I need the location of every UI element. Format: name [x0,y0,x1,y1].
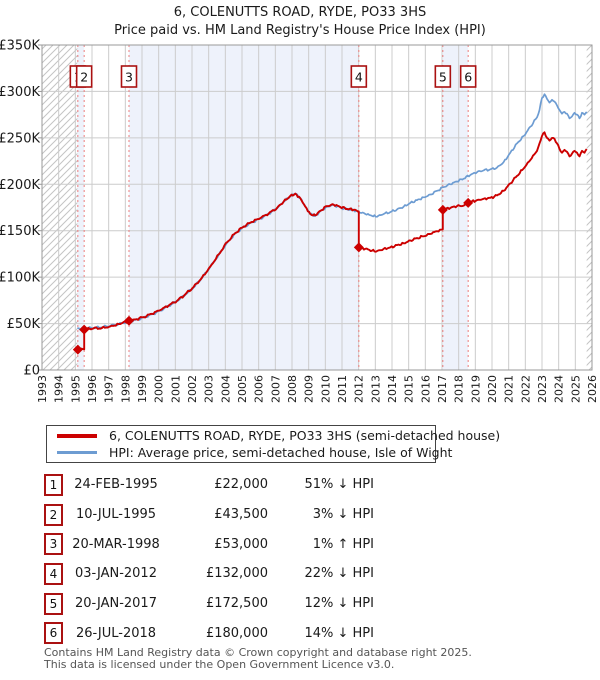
sale-price: £22,000 [214,477,268,493]
sale-number-badge: 2 [44,503,63,526]
svg-text:2008: 2008 [286,375,299,403]
svg-text:3: 3 [125,70,133,85]
svg-text:2015: 2015 [403,375,416,403]
svg-text:2011: 2011 [336,375,349,403]
svg-text:£50K: £50K [7,317,41,332]
sale-hpi-delta: 1% ↑ HPI [312,536,374,552]
property-line-swatch [57,433,97,438]
svg-text:2025: 2025 [569,375,582,403]
sale-date: 26-JUL-2018 [75,625,157,641]
footer-line: Contains HM Land Registry data © Crown c… [44,646,472,659]
svg-text:2026: 2026 [586,375,599,403]
table-row: 5 20-JAN-2017 £172,500 12% ↓ HPI [44,589,384,619]
svg-text:£250K: £250K [0,131,40,146]
sale-date: 24-FEB-1995 [74,477,158,493]
legend-label: HPI: Average price, semi-detached house,… [109,445,453,460]
svg-text:4: 4 [355,70,363,85]
chart-subtitle: Price paid vs. HM Land Registry's House … [114,23,486,38]
table-row: 1 24-FEB-1995 £22,000 51% ↓ HPI [44,470,384,500]
chart-legend: 6, COLENUTTS ROAD, RYDE, PO33 3HS (semi-… [46,425,500,463]
chart-title: 6, COLENUTTS ROAD, RYDE, PO33 3HS [173,5,427,20]
svg-text:2017: 2017 [436,375,449,403]
svg-text:2010: 2010 [319,375,332,403]
sale-number-badge: 5 [44,592,63,615]
svg-text:2007: 2007 [269,375,282,403]
svg-text:£150K: £150K [0,224,40,239]
svg-text:2020: 2020 [486,375,499,403]
svg-text:£350K: £350K [0,39,40,54]
sale-price: £43,500 [214,507,268,523]
svg-text:£300K: £300K [0,85,40,100]
svg-text:£100K: £100K [0,271,40,286]
sale-price: £132,000 [205,566,268,582]
svg-text:2001: 2001 [169,375,182,403]
svg-text:1995: 1995 [69,375,82,403]
svg-text:2024: 2024 [553,375,566,403]
svg-text:5: 5 [439,70,447,85]
svg-text:1997: 1997 [103,375,116,403]
table-row: 2 10-JUL-1995 £43,500 3% ↓ HPI [44,500,384,530]
sale-number-badge: 4 [44,562,63,585]
sale-number-badge: 3 [44,533,63,556]
svg-text:2013: 2013 [369,375,382,403]
svg-text:2016: 2016 [419,375,432,403]
legend-label: 6, COLENUTTS ROAD, RYDE, PO33 3HS (semi-… [109,428,501,443]
sale-hpi-delta: 51% ↓ HPI [304,477,374,493]
svg-text:2006: 2006 [253,375,266,403]
sale-price: £53,000 [214,536,268,552]
svg-text:2009: 2009 [303,375,316,403]
svg-text:2021: 2021 [503,375,516,403]
sale-hpi-delta: 12% ↓ HPI [304,596,374,612]
table-row: 3 20-MAR-1998 £53,000 1% ↑ HPI [44,529,384,559]
legend-item-hpi: HPI: Average price, semi-detached house,… [47,444,452,461]
svg-text:£200K: £200K [0,178,40,193]
svg-text:1994: 1994 [53,375,66,403]
svg-text:2014: 2014 [386,375,399,403]
sale-date: 20-MAR-1998 [72,536,160,552]
sale-number-badge: 1 [44,473,63,496]
sale-number-badge: 6 [44,622,63,645]
svg-text:2004: 2004 [219,375,232,403]
hpi-line-swatch [57,451,97,454]
svg-text:2002: 2002 [186,375,199,403]
svg-text:1996: 1996 [86,375,99,403]
svg-text:2005: 2005 [236,375,249,403]
sale-hpi-delta: 22% ↓ HPI [304,566,374,582]
svg-text:2023: 2023 [536,375,549,403]
license-footer: Contains HM Land Registry data © Crown c… [44,647,472,670]
svg-text:£0: £0 [23,364,40,379]
svg-text:1998: 1998 [119,375,132,403]
sale-price: £172,500 [205,596,268,612]
sale-hpi-delta: 14% ↓ HPI [304,625,374,641]
sale-date: 20-JAN-2017 [75,596,157,612]
legend-item-property: 6, COLENUTTS ROAD, RYDE, PO33 3HS (semi-… [47,427,500,444]
svg-text:2019: 2019 [469,375,482,403]
footer-line: This data is licensed under the Open Gov… [44,657,395,671]
sale-date: 10-JUL-1995 [75,507,157,523]
svg-text:2: 2 [80,70,88,85]
table-row: 6 26-JUL-2018 £180,000 14% ↓ HPI [44,618,384,648]
svg-text:2022: 2022 [519,375,532,403]
svg-text:2018: 2018 [453,375,466,403]
svg-text:6: 6 [464,70,472,85]
svg-text:1993: 1993 [36,375,49,403]
svg-text:2000: 2000 [153,375,166,403]
sales-table: 1 24-FEB-1995 £22,000 51% ↓ HPI 2 10-JUL… [44,470,384,648]
svg-text:2012: 2012 [353,375,366,403]
table-row: 4 03-JAN-2012 £132,000 22% ↓ HPI [44,559,384,589]
sale-date: 03-JAN-2012 [75,566,157,582]
sale-hpi-delta: 3% ↓ HPI [312,507,374,523]
svg-text:1999: 1999 [136,375,149,403]
svg-text:2003: 2003 [203,375,216,403]
price-history-chart: 123456£0£50K£100K£150K£200K£250K£300K£35… [0,39,599,404]
sale-price: £180,000 [205,625,268,641]
